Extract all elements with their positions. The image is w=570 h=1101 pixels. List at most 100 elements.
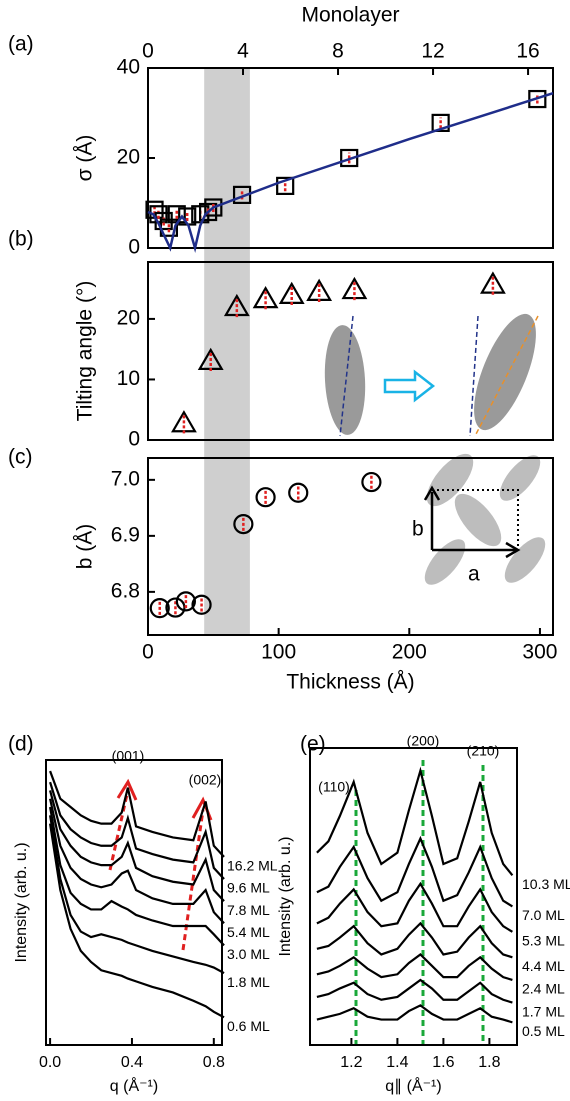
y-tick-label: 10 — [117, 367, 140, 390]
curve-label: 1.7 ML — [522, 1003, 565, 1019]
curve — [316, 921, 513, 959]
curve — [316, 1004, 513, 1024]
curve — [49, 790, 225, 902]
x-tick-label: 300 — [522, 641, 557, 664]
marker — [154, 211, 173, 231]
x-tick-label: 1.2 — [340, 1054, 362, 1071]
curve — [49, 770, 225, 858]
y-axis-title: σ (Å) — [74, 135, 97, 182]
curve — [49, 823, 225, 1019]
curve — [316, 953, 513, 981]
curve-label: 7.0 ML — [522, 907, 565, 923]
plot-frame — [147, 261, 554, 441]
axis-line — [469, 315, 479, 437]
arrow — [383, 369, 436, 403]
x-axis-title: q∥ (Å⁻¹) — [385, 1076, 441, 1095]
y-axis-title: Intensity (arb. u.) — [13, 842, 30, 962]
annotation: (001) — [112, 748, 145, 764]
molecule-shape — [424, 539, 466, 585]
inset-label: a — [468, 563, 480, 586]
y-tick-label: 7.0 — [111, 467, 140, 490]
arrow-head — [423, 485, 441, 501]
cell-edge — [432, 489, 519, 550]
curve-label: 7.8 ML — [227, 902, 270, 918]
marker — [431, 113, 450, 133]
y-tick-label: 40 — [117, 56, 140, 79]
x-tick-label: 1.4 — [386, 1054, 408, 1071]
marker — [198, 202, 218, 222]
panel-label: (b) — [8, 228, 34, 251]
x-axis-title: q (Å⁻¹) — [110, 1076, 158, 1095]
curve-label: 1.8 ML — [227, 974, 270, 990]
marker — [340, 148, 359, 168]
curve-label: 4.4 ML — [522, 958, 565, 974]
curve-label: 16.2 ML — [227, 858, 278, 874]
curve-label: 0.5 ML — [522, 1023, 565, 1039]
curve-label: 9.6 ML — [227, 880, 270, 896]
y-axis-title: Tilting angle (°) — [74, 281, 97, 422]
marker — [288, 482, 309, 503]
plot-frame — [309, 747, 518, 1046]
marker — [255, 487, 276, 508]
y-tick-label: 0 — [128, 236, 140, 259]
curve — [316, 766, 514, 876]
axis-line — [474, 315, 539, 437]
x-tick-label: 200 — [392, 641, 427, 664]
peak-shift-arrow — [181, 809, 205, 951]
annotation: (002) — [189, 772, 222, 788]
marker — [528, 89, 547, 109]
curve — [49, 781, 225, 880]
curve — [49, 806, 225, 947]
marker — [175, 591, 196, 612]
x-tick-label: 0.4 — [121, 1054, 143, 1071]
marker — [165, 597, 186, 618]
annotation: (210) — [467, 743, 500, 759]
annotation: (200) — [407, 733, 440, 749]
panel-label: (d) — [8, 733, 34, 756]
x2-tick-label: 8 — [332, 40, 344, 63]
marker — [361, 471, 382, 493]
y-tick-label: 20 — [117, 146, 140, 169]
arrow-head — [116, 778, 138, 801]
molecule-upright — [324, 325, 366, 435]
peak-shift-arrow — [108, 789, 130, 871]
panel-label: (e) — [300, 733, 326, 756]
x-tick-label: 100 — [261, 641, 296, 664]
y-axis-title: b (Å) — [74, 524, 97, 570]
marker — [276, 176, 295, 195]
molecule-shape — [499, 455, 541, 501]
arrow-head — [505, 541, 521, 559]
curve-label: 0.6 ML — [227, 1018, 270, 1034]
curve-label: 2.4 ML — [522, 981, 565, 997]
curve — [49, 815, 225, 975]
y-tick-label: 20 — [117, 306, 140, 329]
y-tick-label: 6.8 — [111, 579, 140, 602]
y-axis-title: Intensity (arb. u.) — [277, 836, 294, 956]
marker — [233, 513, 254, 535]
curve — [316, 881, 513, 933]
curve-label: 10.3 ML — [522, 876, 570, 892]
curve — [316, 835, 513, 908]
x2-tick-label: 12 — [421, 40, 444, 63]
inset-label: b — [412, 518, 424, 541]
molecule-shape — [454, 493, 502, 547]
x-tick-label: 1.8 — [478, 1054, 500, 1071]
molecule-shape — [504, 537, 546, 583]
curve-label: 5.4 ML — [227, 924, 270, 940]
curve — [49, 798, 225, 924]
plot-frame — [45, 759, 223, 1046]
x2-tick-label: 0 — [142, 40, 154, 63]
curve-label: 3.0 ML — [227, 946, 270, 962]
molecule-shape — [426, 453, 474, 507]
x2-tick-label: 4 — [237, 40, 249, 63]
marker — [191, 594, 212, 615]
molecule-inset — [324, 313, 539, 437]
lattice-inset: b a — [412, 453, 546, 586]
marker — [204, 198, 223, 217]
x-tick-label: 0.8 — [203, 1054, 225, 1071]
y-tick-label: 6.9 — [111, 523, 140, 546]
panel-label: (c) — [8, 446, 33, 469]
x2-axis-title: Monolayer — [301, 4, 399, 27]
